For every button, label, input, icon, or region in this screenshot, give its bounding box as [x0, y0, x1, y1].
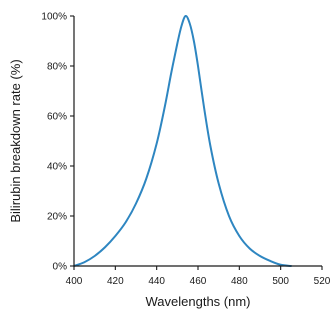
x-tick-label: 420	[107, 276, 124, 287]
x-tick-label: 520	[314, 276, 331, 287]
y-axis-ticks: 0% 20% 40% 60% 80% 100%	[41, 12, 74, 273]
y-tick-label: 40%	[47, 162, 67, 173]
x-tick-label: 480	[231, 276, 248, 287]
axes-layer	[73, 16, 322, 267]
y-axis-title: Bilirubin breakdown rate (%)	[8, 59, 23, 222]
x-tick-label: 500	[272, 276, 289, 287]
x-axis-ticks: 400 420 440 460 480 500 520	[66, 266, 331, 287]
x-tick-label: 460	[190, 276, 207, 287]
y-tick-label: 60%	[47, 112, 67, 123]
y-tick-label: 20%	[47, 212, 67, 223]
x-tick-label: 400	[66, 276, 83, 287]
series-line	[73, 15, 292, 267]
x-tick-label: 440	[148, 276, 165, 287]
series-layer	[73, 15, 292, 267]
y-tick-label: 80%	[47, 62, 67, 73]
y-tick-label: 100%	[41, 12, 67, 23]
y-tick-label: 0%	[53, 262, 68, 273]
x-axis-title: Wavelengths (nm)	[146, 294, 251, 309]
